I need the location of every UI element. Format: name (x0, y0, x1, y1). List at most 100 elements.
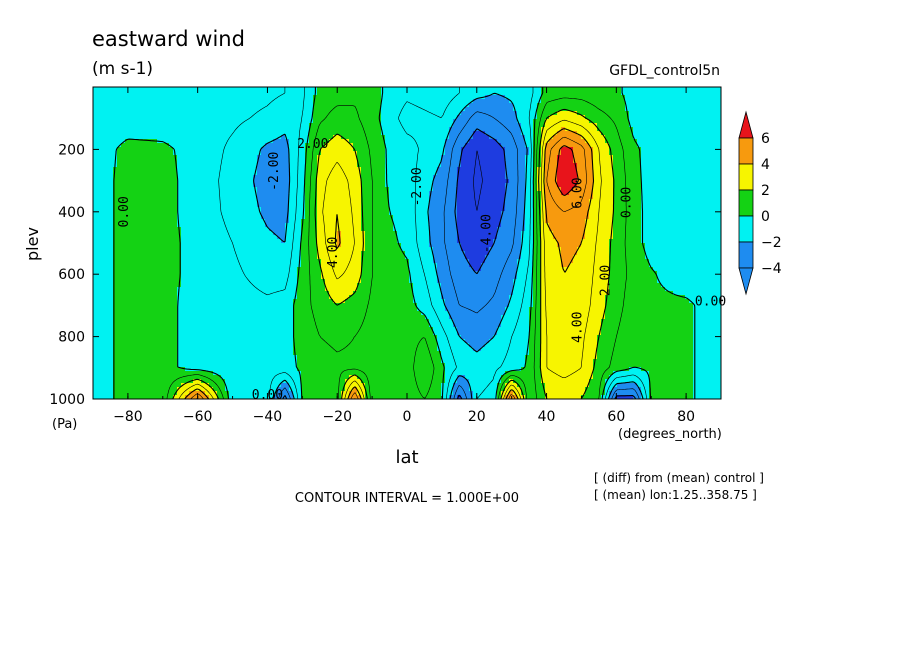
field-cell (373, 207, 378, 212)
field-cell (441, 171, 446, 176)
field-cell (157, 207, 162, 212)
field-cell (229, 103, 234, 108)
field-cell (545, 211, 550, 216)
field-cell (613, 195, 618, 200)
field-cell (661, 127, 666, 132)
field-cell (105, 211, 110, 216)
field-cell (133, 91, 138, 96)
field-cell (497, 187, 502, 192)
field-cell (541, 135, 546, 140)
field-cell (277, 131, 282, 136)
field-cell (597, 115, 602, 120)
field-cell (189, 139, 194, 144)
field-cell (593, 103, 598, 108)
field-cell (381, 147, 386, 152)
field-cell (429, 147, 434, 152)
field-cell (293, 191, 298, 196)
field-cell (141, 183, 146, 188)
field-cell (521, 99, 526, 104)
field-cell (709, 191, 714, 196)
field-cell (717, 155, 721, 160)
field-cell (401, 103, 406, 108)
field-cell (609, 179, 614, 184)
field-cell (285, 203, 290, 208)
field-cell (393, 179, 398, 184)
field-cell (689, 143, 694, 148)
field-cell (205, 87, 210, 92)
field-cell (285, 135, 290, 140)
field-cell (109, 147, 114, 152)
field-cell (153, 95, 158, 100)
field-cell (377, 143, 382, 148)
field-cell (533, 99, 538, 104)
field-cell (397, 107, 402, 112)
field-cell (445, 187, 450, 192)
field-cell (181, 87, 186, 92)
field-cell (121, 135, 126, 140)
field-cell (333, 143, 338, 148)
field-cell (113, 199, 118, 204)
field-cell (257, 167, 262, 172)
field-cell (337, 135, 342, 140)
field-cell (669, 131, 674, 136)
field-cell (425, 211, 430, 216)
field-cell (689, 147, 694, 152)
field-cell (233, 211, 238, 216)
field-cell (501, 91, 506, 96)
field-cell (129, 139, 134, 144)
field-cell (153, 103, 158, 108)
field-cell (569, 139, 574, 144)
field-cell (565, 147, 570, 152)
field-cell (513, 147, 518, 152)
field-cell (385, 143, 390, 148)
field-cell (581, 199, 586, 204)
field-cell (341, 95, 346, 100)
field-cell (485, 135, 490, 140)
field-cell (125, 159, 130, 164)
field-cell (609, 163, 614, 168)
field-cell (193, 159, 198, 164)
field-cell (417, 87, 422, 92)
field-cell (649, 135, 654, 140)
field-cell (345, 187, 350, 192)
field-cell (333, 207, 338, 212)
field-cell (185, 107, 190, 112)
field-cell (557, 199, 562, 204)
field-cell (693, 191, 698, 196)
field-cell (437, 179, 442, 184)
field-cell (517, 163, 522, 168)
field-cell (149, 151, 154, 156)
field-cell (677, 103, 682, 108)
field-cell (357, 163, 362, 168)
field-cell (125, 99, 130, 104)
field-cell (293, 183, 298, 188)
field-cell (565, 119, 570, 124)
field-cell (673, 143, 678, 148)
field-cell (233, 187, 238, 192)
field-cell (269, 159, 274, 164)
field-cell (605, 195, 610, 200)
field-cell (133, 163, 138, 168)
field-cell (697, 131, 702, 136)
field-cell (549, 195, 554, 200)
field-cell (225, 211, 230, 216)
field-cell (361, 139, 366, 144)
field-cell (233, 167, 238, 172)
field-cell (309, 107, 314, 112)
field-cell (137, 87, 142, 92)
field-cell (345, 183, 350, 188)
field-cell (441, 203, 446, 208)
field-cell (325, 151, 330, 156)
field-cell (101, 127, 106, 132)
field-cell (257, 179, 262, 184)
field-cell (569, 111, 574, 116)
field-cell (349, 127, 354, 132)
field-cell (705, 147, 710, 152)
field-cell (441, 131, 446, 136)
field-cell (389, 211, 394, 216)
field-cell (433, 183, 438, 188)
field-cell (297, 207, 302, 212)
field-cell (145, 191, 150, 196)
field-cell (533, 199, 538, 204)
field-cell (125, 151, 130, 156)
